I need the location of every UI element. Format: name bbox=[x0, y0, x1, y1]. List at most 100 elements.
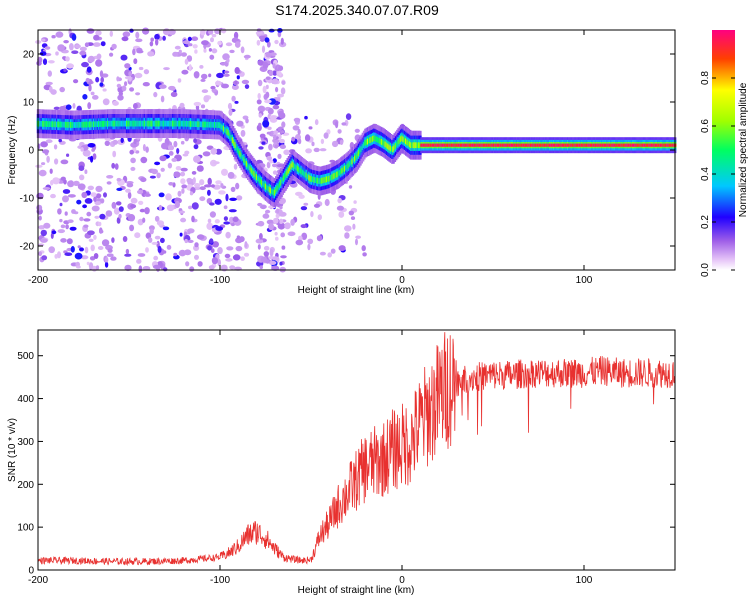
heatmap-noise-cell bbox=[229, 197, 238, 201]
heatmap-noise-cell bbox=[339, 139, 344, 145]
heatmap-noise-cell bbox=[97, 246, 104, 250]
heatmap-noise-cell bbox=[293, 117, 301, 123]
heatmap-ridge-cell bbox=[517, 143, 520, 147]
heatmap-noise-cell bbox=[278, 71, 282, 77]
heatmap-noise-cell bbox=[166, 204, 175, 212]
heatmap-noise-cell bbox=[180, 167, 188, 172]
heatmap-noise-cell bbox=[272, 170, 278, 175]
heatmap-noise-cell bbox=[221, 27, 227, 34]
heatmap-noise-cell bbox=[90, 192, 97, 198]
heatmap-noise-cell bbox=[258, 35, 266, 40]
heatmap-noise-cell bbox=[279, 205, 283, 210]
heatmap-noise-cell bbox=[180, 140, 185, 145]
heatmap-noise-cell bbox=[100, 41, 106, 47]
heatmap-noise-cell bbox=[161, 142, 168, 150]
heatmap-noise-cell bbox=[260, 205, 266, 210]
heatmap-noise-cell bbox=[215, 226, 224, 231]
heatmap-noise-cell bbox=[46, 155, 50, 163]
heatmap-noise-cell bbox=[96, 53, 102, 60]
heatmap-noise-cell bbox=[180, 217, 187, 223]
heatmap-noise-cell bbox=[174, 200, 180, 209]
heatmap-noise-cell bbox=[224, 253, 231, 259]
heatmap-noise-cell bbox=[107, 248, 113, 253]
heatmap-noise-cell bbox=[267, 126, 272, 130]
heatmap-ridge-cell bbox=[40, 120, 44, 127]
heatmap-noise-cell bbox=[140, 177, 147, 183]
heatmap-ridge-cell bbox=[450, 143, 454, 147]
heatmap-noise-cell bbox=[76, 199, 82, 205]
heatmap-noise-cell bbox=[279, 261, 283, 266]
heatmap-noise-cell bbox=[39, 51, 47, 56]
spectrogram-x-tick-label: 100 bbox=[576, 275, 593, 286]
heatmap-noise-cell bbox=[240, 46, 245, 54]
heatmap-noise-cell bbox=[238, 236, 245, 243]
heatmap-ridge-cell bbox=[304, 171, 307, 178]
heatmap-noise-cell bbox=[266, 161, 271, 169]
heatmap-noise-cell bbox=[268, 28, 275, 33]
heatmap-noise-cell bbox=[93, 234, 97, 240]
heatmap-noise-cell bbox=[63, 40, 69, 44]
snr-y-tick-label: 300 bbox=[17, 437, 34, 448]
snr-x-ticks: -200 -100 0 100 bbox=[28, 330, 593, 586]
heatmap-noise-cell bbox=[341, 122, 347, 126]
heatmap-noise-cell bbox=[271, 78, 279, 85]
heatmap-noise-cell bbox=[209, 202, 215, 206]
heatmap-noise-cell bbox=[337, 129, 342, 134]
heatmap-noise-cell bbox=[84, 198, 93, 204]
heatmap-ridge-cell bbox=[301, 169, 305, 176]
heatmap-noise-cell bbox=[348, 210, 354, 216]
heatmap-noise-cell bbox=[135, 31, 140, 39]
heatmap-noise-cell bbox=[214, 198, 222, 205]
heatmap-noise-cell bbox=[166, 244, 172, 250]
heatmap-noise-cell bbox=[160, 237, 165, 244]
heatmap-noise-cell bbox=[275, 236, 279, 241]
heatmap-noise-cell bbox=[262, 61, 269, 69]
heatmap-noise-cell bbox=[210, 248, 215, 254]
heatmap-noise-cell bbox=[215, 180, 222, 185]
heatmap-noise-cell bbox=[86, 211, 92, 217]
heatmap-noise-cell bbox=[142, 27, 150, 35]
heatmap-ridge-cell bbox=[501, 143, 505, 147]
heatmap-noise-cell bbox=[71, 50, 79, 54]
heatmap-noise-cell bbox=[70, 246, 75, 253]
snr-y-tick-label: 100 bbox=[17, 523, 34, 534]
heatmap-noise-cell bbox=[175, 166, 182, 171]
heatmap-noise-cell bbox=[314, 119, 319, 126]
heatmap-noise-cell bbox=[208, 73, 212, 78]
heatmap-noise-cell bbox=[124, 63, 131, 69]
heatmap-noise-cell bbox=[134, 72, 143, 79]
heatmap-noise-cell bbox=[214, 28, 221, 35]
heatmap-noise-cell bbox=[186, 55, 193, 62]
heatmap-noise-cell bbox=[227, 102, 233, 110]
heatmap-noise-cell bbox=[112, 100, 119, 106]
heatmap-noise-cell bbox=[187, 230, 191, 235]
heatmap-noise-cell bbox=[231, 95, 236, 102]
heatmap-noise-cell bbox=[95, 30, 102, 36]
heatmap-ridge-cell bbox=[105, 120, 109, 127]
colorbar-tick-label: 0.6 bbox=[700, 119, 711, 133]
heatmap-noise-cell bbox=[116, 83, 122, 88]
heatmap-noise-cell bbox=[50, 193, 56, 199]
heatmap-noise-cell bbox=[95, 76, 100, 83]
heatmap-noise-cell bbox=[362, 252, 367, 257]
heatmap-noise-cell bbox=[93, 253, 99, 259]
heatmap-noise-cell bbox=[191, 202, 199, 210]
heatmap-ridge-cell bbox=[448, 143, 451, 147]
heatmap-noise-cell bbox=[114, 163, 119, 170]
heatmap-noise-cell bbox=[194, 49, 198, 54]
heatmap-noise-cell bbox=[319, 148, 327, 152]
heatmap-noise-cell bbox=[209, 211, 216, 218]
heatmap-noise-cell bbox=[100, 198, 105, 204]
heatmap-noise-cell bbox=[280, 130, 285, 134]
heatmap-noise-cell bbox=[257, 105, 266, 113]
heatmap-noise-cell bbox=[181, 52, 187, 57]
heatmap-noise-cell bbox=[191, 171, 197, 175]
heatmap-noise-cell bbox=[149, 228, 154, 235]
heatmap-noise-cell bbox=[297, 128, 301, 135]
heatmap-noise-cell bbox=[45, 139, 53, 144]
heatmap-noise-cell bbox=[156, 220, 165, 227]
heatmap-noise-cell bbox=[207, 177, 212, 185]
heatmap-noise-cell bbox=[280, 232, 286, 238]
heatmap-ridge-cell bbox=[329, 175, 333, 181]
heatmap-noise-cell bbox=[136, 258, 142, 264]
